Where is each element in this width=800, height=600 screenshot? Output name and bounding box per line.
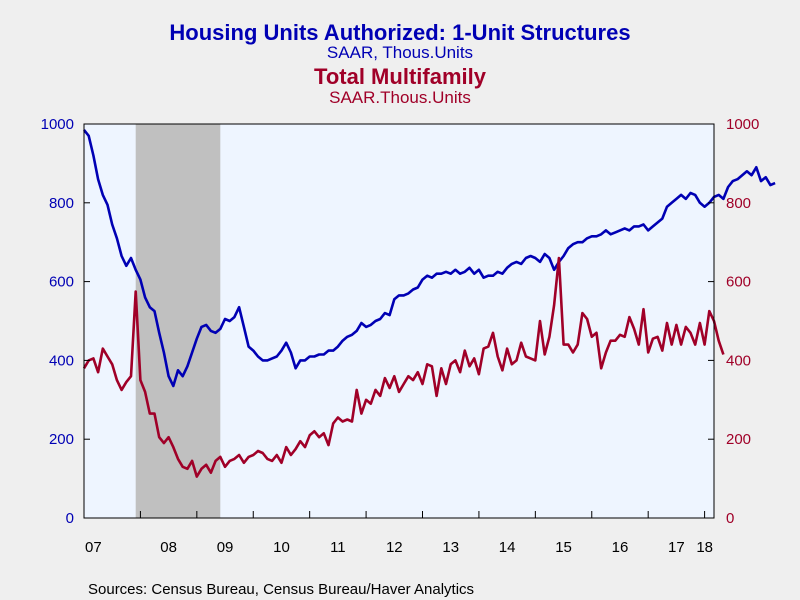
right-tick-label: 200	[726, 431, 751, 448]
x-tick-label: 11	[330, 539, 346, 556]
left-tick-label: 400	[49, 352, 74, 369]
right-axis: 0 200 400 600 800 1000	[708, 116, 759, 527]
x-axis: 07 08 09 10 11 12 13 14 15 16 17 18	[85, 511, 713, 556]
right-tick-label: 800	[726, 195, 751, 212]
right-tick-label: 400	[726, 352, 751, 369]
x-tick-label: 18	[696, 539, 713, 556]
x-tick-label: 12	[386, 539, 403, 556]
x-tick-label: 14	[499, 539, 516, 556]
series-line-1-unit	[82, 129, 776, 388]
x-tick-label: 08	[160, 539, 177, 556]
x-tick-label: 17	[668, 539, 685, 556]
series-line-multifamily	[82, 256, 725, 478]
chart-subtitle-2: SAAR.Thous.Units	[329, 88, 471, 107]
x-tick-label: 16	[612, 539, 629, 556]
source-note: Sources: Census Bureau, Census Bureau/Ha…	[88, 581, 474, 598]
chart-title-2: Total Multifamily	[314, 64, 487, 89]
chart-title: Housing Units Authorized: 1-Unit Structu…	[169, 20, 630, 45]
x-tick-label: 15	[555, 539, 572, 556]
left-tick-label: 1000	[41, 116, 74, 133]
x-tick-label: 09	[217, 539, 234, 556]
x-tick-label: 10	[273, 539, 290, 556]
left-tick-label: 0	[66, 510, 74, 527]
left-axis: 0 200 400 600 800 1000	[41, 116, 90, 527]
right-tick-label: 600	[726, 274, 751, 291]
left-tick-label: 600	[49, 274, 74, 291]
right-tick-label: 1000	[726, 116, 759, 133]
right-tick-label: 0	[726, 510, 734, 527]
x-tick-label: 13	[442, 539, 459, 556]
left-tick-label: 200	[49, 431, 74, 448]
left-tick-label: 800	[49, 195, 74, 212]
recession-shading	[135, 124, 221, 518]
plot-frame	[83, 123, 715, 519]
chart-subtitle: SAAR, Thous.Units	[327, 43, 473, 62]
x-tick-label: 07	[85, 539, 102, 556]
